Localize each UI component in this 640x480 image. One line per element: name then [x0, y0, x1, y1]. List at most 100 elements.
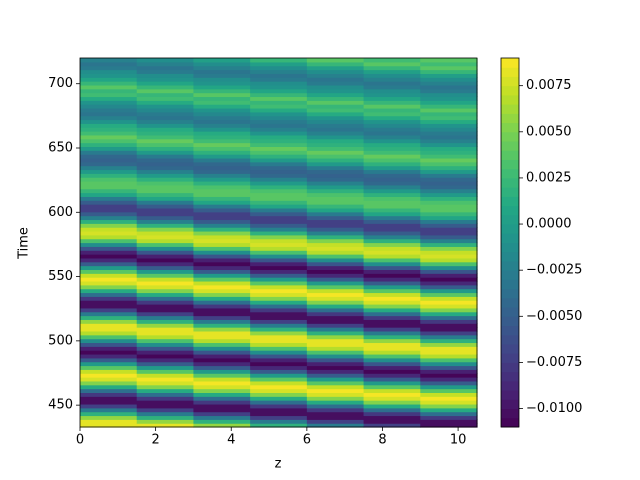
heatmap-cell — [136, 219, 195, 224]
heatmap-cell — [420, 215, 478, 221]
heatmap-cell — [80, 142, 138, 148]
heatmap-cell — [306, 69, 365, 74]
heatmap-cell — [420, 227, 478, 232]
heatmap-cell — [363, 357, 421, 363]
heatmap-cell — [136, 388, 195, 394]
heatmap-cell — [80, 131, 138, 136]
heatmap-cell — [80, 403, 138, 409]
heatmap-cell — [420, 307, 478, 313]
heatmap-cell — [306, 284, 365, 290]
heatmap-cell — [136, 138, 195, 144]
heatmap-cell — [136, 365, 195, 370]
heatmap-cell — [80, 411, 138, 417]
heatmap-cell — [193, 327, 251, 332]
heatmap-cell — [363, 396, 421, 401]
colorbar-band — [501, 205, 519, 216]
heatmap-cell — [136, 292, 195, 297]
heatmap-cell — [80, 138, 138, 144]
heatmap-cell — [363, 265, 421, 271]
heatmap-cell — [306, 123, 365, 128]
heatmap-cell — [363, 92, 421, 98]
heatmap-cell — [193, 246, 251, 251]
heatmap-cell — [250, 388, 308, 394]
heatmap-cell — [363, 230, 421, 236]
heatmap-cell — [193, 304, 251, 309]
colorbar-band — [501, 150, 519, 160]
heatmap-cell — [363, 330, 421, 336]
heatmap-cell — [80, 119, 138, 124]
heatmap-cell — [420, 361, 478, 367]
colorbar-band — [501, 113, 519, 124]
heatmap-cell — [80, 207, 138, 213]
heatmap-cell — [420, 100, 478, 105]
heatmap-cell — [136, 261, 195, 267]
heatmap-cell — [193, 61, 251, 67]
heatmap-cell — [80, 223, 138, 228]
colorbar-band — [501, 362, 519, 373]
heatmap-cell — [363, 350, 421, 355]
heatmap-cell — [306, 107, 365, 113]
heatmap-cell — [363, 334, 421, 340]
heatmap-cell — [420, 134, 478, 140]
heatmap-cell — [250, 142, 308, 148]
heatmap-cell — [363, 384, 421, 390]
heatmap-cell — [80, 377, 138, 382]
heatmap-cell — [193, 115, 251, 121]
heatmap-cell — [80, 111, 138, 117]
heatmap-cell — [250, 361, 308, 367]
heatmap-cell — [420, 288, 478, 294]
heatmap-cell — [250, 196, 308, 201]
heatmap-cell — [363, 277, 421, 282]
heatmap-cell — [420, 81, 478, 86]
colorbar-band — [501, 408, 519, 419]
heatmap-cell — [420, 330, 478, 336]
heatmap-cell — [420, 315, 478, 320]
heatmap-cell — [363, 154, 421, 159]
heatmap-cell — [136, 123, 195, 128]
heatmap-cell — [250, 84, 308, 90]
heatmap-cell — [80, 150, 138, 155]
heatmap-cell — [306, 161, 365, 167]
heatmap-cell — [193, 58, 251, 63]
heatmap-cell — [136, 127, 195, 132]
heatmap-cell — [193, 100, 251, 105]
heatmap-cell — [306, 346, 365, 351]
heatmap-cell — [363, 369, 421, 374]
heatmap-cell — [420, 238, 478, 244]
heatmap-cell — [420, 138, 478, 144]
heatmap-cell — [306, 184, 365, 190]
heatmap-cell — [80, 157, 138, 163]
y-tick-label: 700 — [48, 76, 73, 91]
heatmap-cell — [306, 400, 365, 405]
heatmap-cell — [80, 204, 138, 209]
heatmap-cell — [80, 353, 138, 359]
heatmap-cell — [80, 254, 138, 259]
heatmap-cell — [136, 400, 195, 405]
heatmap-cell — [136, 323, 195, 328]
heatmap-cell — [250, 81, 308, 86]
heatmap-cell — [363, 169, 421, 174]
heatmap-cell — [80, 234, 138, 240]
heatmap-cell — [306, 365, 365, 370]
heatmap-cell — [306, 361, 365, 367]
heatmap-cell — [193, 238, 251, 244]
heatmap-cell — [136, 107, 195, 113]
heatmap-cell — [136, 196, 195, 201]
heatmap-cell — [80, 181, 138, 186]
heatmap-cell — [306, 423, 365, 428]
colorbar-band — [501, 85, 519, 96]
heatmap-cell — [363, 327, 421, 332]
heatmap-cell — [193, 415, 251, 420]
colorbar-tick-label: −0.0100 — [526, 401, 582, 416]
heatmap-cell — [363, 192, 421, 197]
heatmap-cell — [80, 246, 138, 251]
heatmap-cell — [420, 192, 478, 197]
colorbar-band — [501, 380, 519, 391]
heatmap-cell — [363, 96, 421, 101]
heatmap-cell — [136, 319, 195, 324]
heatmap-cell — [193, 350, 251, 355]
heatmap-cell — [136, 192, 195, 197]
heatmap-cell — [250, 173, 308, 178]
heatmap-cell — [193, 373, 251, 378]
heatmap-cell — [193, 357, 251, 363]
